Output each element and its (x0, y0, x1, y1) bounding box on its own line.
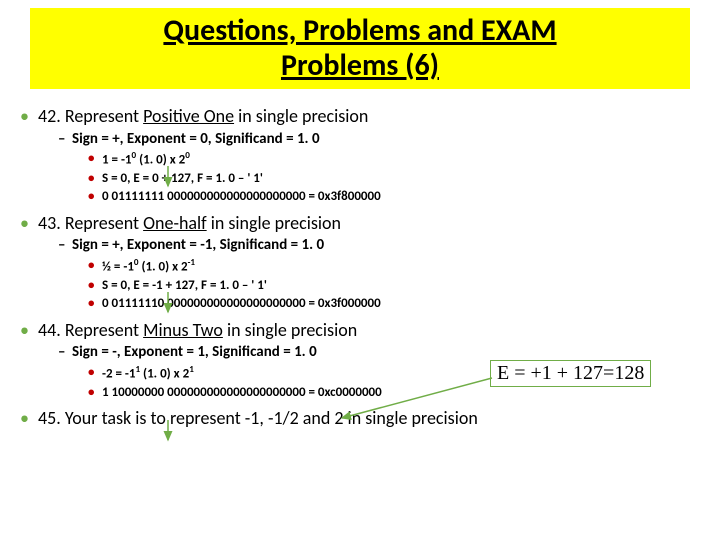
title-part2: Problems (6) (281, 47, 439, 84)
title-box: Questions, Problems and EXAM Problems (6… (30, 8, 690, 89)
item-44: 44. Represent Minus Two in single precis… (20, 319, 700, 342)
annotation-box: E = +1 + 127=128 (490, 360, 651, 387)
item-42-sub: Sign = +, Exponent = 0, Significand = 1.… (20, 130, 700, 150)
item-43-detail-1: S = 0, E = -1 + 127, F = 1. 0 – ' 1' (20, 277, 700, 295)
item-42: 42. Represent Positive One in single pre… (20, 105, 700, 128)
item-42-detail-2: 0 01111111 000000000000000000000 = 0x3f8… (20, 188, 700, 206)
item-43-sub: Sign = +, Exponent = -1, Significand = 1… (20, 236, 700, 256)
page-title: Questions, Problems and EXAM Problems (6… (38, 14, 682, 83)
title-part1: Questions, Problems and (163, 12, 481, 49)
item-42-detail-0: 1 = -10 (1. 0) x 20 (20, 150, 700, 169)
item-43-text: 43. Represent One-half in single precisi… (38, 212, 341, 234)
item-43-detail-2: 0 01111110 000000000000000000000 = 0x3f0… (20, 295, 700, 313)
item-43: 43. Represent One-half in single precisi… (20, 212, 700, 235)
item-45: 45. Your task is to represent -1, -1/2 a… (20, 407, 700, 430)
item-44-text: 44. Represent Minus Two in single precis… (38, 319, 357, 341)
title-exam: EXAM (481, 12, 557, 49)
item-42-detail-1: S = 0, E = 0 + 127, F = 1. 0 – ' 1' (20, 170, 700, 188)
item-43-detail-0: ½ = -10 (1. 0) x 2-1 (20, 257, 700, 276)
item-42-text: 42. Represent Positive One in single pre… (38, 105, 368, 127)
